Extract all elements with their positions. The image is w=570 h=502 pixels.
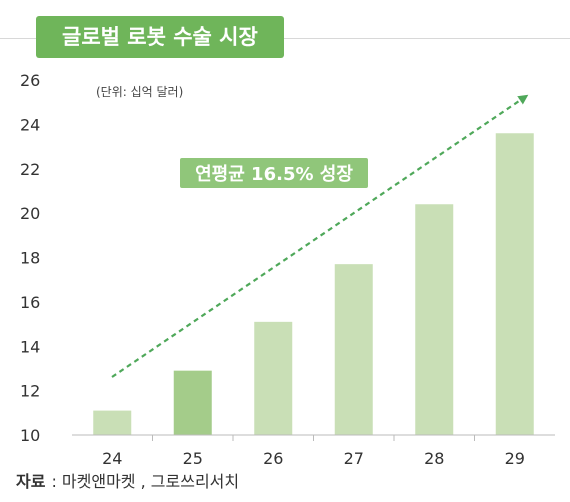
x-tick-label: 26 <box>263 449 283 468</box>
source-label: 자료 <box>16 472 46 491</box>
bar-26 <box>254 321 293 435</box>
trend-arrow <box>111 94 529 378</box>
x-tick-label: 29 <box>505 449 525 468</box>
y-tick-label: 14 <box>20 337 40 356</box>
y-tick-label: 26 <box>20 71 40 90</box>
source-note: 자료 : 마켓앤마켓 , 그로쓰리서치 <box>16 468 239 492</box>
y-tick-label: 16 <box>20 293 40 312</box>
y-tick-label: 24 <box>20 115 40 134</box>
y-tick-label: 18 <box>20 249 40 268</box>
bar-24 <box>93 410 132 435</box>
unit-label: (단위: 십억 달러) <box>96 85 183 99</box>
growth-annotation-box <box>180 158 368 188</box>
title-divider-line <box>0 38 570 39</box>
x-tick-label: 24 <box>102 449 122 468</box>
bar-25 <box>173 370 212 435</box>
x-tick-label: 25 <box>183 449 203 468</box>
y-tick-label: 20 <box>20 204 40 223</box>
y-tick-label: 12 <box>20 382 40 401</box>
bar-27 <box>334 264 373 435</box>
bar-28 <box>415 204 454 435</box>
bar-29 <box>495 133 534 435</box>
chart-title: 글로벌 로봇 수술 시장 <box>36 16 284 58</box>
growth-annotation: 연평균 16.5% 성장 <box>195 164 353 185</box>
x-tick-label: 28 <box>424 449 444 468</box>
y-tick-label: 22 <box>20 160 40 179</box>
source-text: : 마켓앤마켓 , 그로쓰리서치 <box>51 472 240 491</box>
x-tick-label: 27 <box>344 449 364 468</box>
y-tick-label: 10 <box>20 426 40 445</box>
